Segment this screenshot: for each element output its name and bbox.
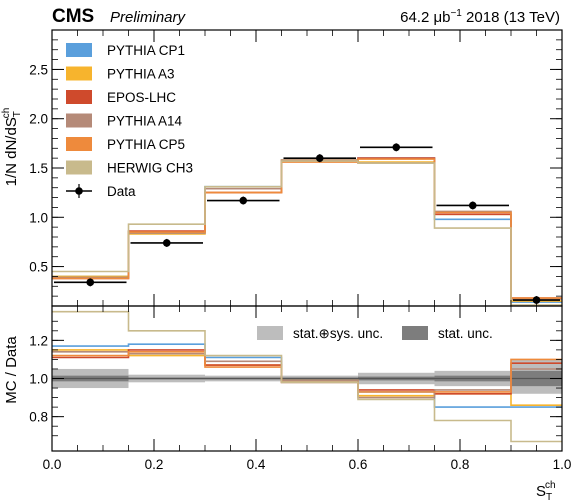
- xlabel: STch: [536, 480, 556, 503]
- ratio-legend: stat.⊕sys. unc. stat. unc.: [257, 326, 493, 341]
- data-point: [162, 239, 171, 247]
- lumi-rest: 2018 (13 TeV): [462, 9, 560, 26]
- legend-label-pythia-cp5: PYTHIA CP5: [107, 137, 185, 152]
- main-ytick-label: 0.5: [29, 260, 48, 275]
- legend-label-stat: stat. unc.: [438, 326, 493, 341]
- legend-swatch-stat-sys: [257, 326, 283, 340]
- xlabel-sub: T: [546, 492, 552, 503]
- legend-label-herwig-ch3: HERWIG CH3: [107, 161, 193, 176]
- ratio-ylabel: MC / Data: [3, 336, 20, 404]
- lumi-exponent: −1: [450, 8, 462, 19]
- xtick-label: 0.4: [247, 457, 266, 472]
- legend-swatch-pythia-a14: [66, 113, 92, 128]
- lumi-value: 64.2 μb: [400, 9, 450, 26]
- data-point: [315, 154, 324, 162]
- legend-swatch-epos-lhc: [66, 90, 92, 104]
- legend-label-epos-lhc: EPOS-LHC: [107, 90, 176, 105]
- ratio-ytick-label: 0.8: [29, 410, 48, 425]
- main-ylabel-sub: T: [12, 111, 23, 117]
- data-point: [392, 143, 401, 152]
- legend-swatch-pythia-cp5: [66, 137, 92, 151]
- main-ytick-label: 1.0: [29, 210, 48, 225]
- legend-label-pythia-a14: PYTHIA A14: [107, 114, 183, 129]
- legend-swatch-herwig-ch3: [66, 160, 92, 175]
- xlabel-text: S: [536, 483, 546, 500]
- main-ytick-label: 2.0: [29, 112, 48, 127]
- main-ytick-label: 2.5: [29, 62, 48, 77]
- xtick-label: 1.0: [553, 457, 572, 472]
- ratio-line-herwig-ch3: [52, 310, 562, 443]
- xtick-label: 0.8: [451, 457, 470, 472]
- xtick-label: 0.0: [43, 457, 62, 472]
- ratio-ytick-label: 1.0: [29, 372, 48, 387]
- ratio-ytick-label: 1.2: [29, 333, 48, 348]
- preliminary-label: Preliminary: [110, 9, 187, 26]
- main-line-herwig-ch3: [52, 160, 562, 306]
- xtick-label: 0.2: [145, 457, 164, 472]
- legend-label-pythia-cp1: PYTHIA CP1: [107, 43, 185, 58]
- data-point: [468, 201, 477, 210]
- main-ylabel-sup: ch: [1, 108, 12, 119]
- main-ylabel-text: 1/N dN/dS: [3, 117, 20, 186]
- legend-label-data: Data: [107, 184, 136, 199]
- legend-label-pythia-a3: PYTHIA A3: [107, 67, 175, 82]
- lumi-label: 64.2 μb−1 2018 (13 TeV): [400, 8, 560, 26]
- main-ytick-label: 1.5: [29, 161, 48, 176]
- ratio-line-pythia-a14: [52, 351, 562, 399]
- legend-swatch-pythia-a3: [66, 66, 92, 81]
- legend: PYTHIA CP1 PYTHIA A3 EPOS-LHC PYTHIA A14 PYT…: [66, 43, 193, 199]
- main-ylabel: 1/N dN/dSTch: [1, 108, 23, 187]
- cms-label: CMS: [52, 6, 94, 27]
- legend-swatch-stat: [402, 326, 428, 340]
- legend-marker-data: [75, 187, 83, 195]
- main-panel: 0.5 1.0 1.5 2.0 2.5: [29, 29, 563, 307]
- legend-swatch-pythia-cp1: [66, 43, 92, 57]
- data-point: [86, 278, 95, 287]
- ratio-panel: 0.8 1.0 1.2 0.0 0.2 0.4 0.6 0.8 1.0: [29, 30, 571, 472]
- legend-label-stat-sys: stat.⊕sys. unc.: [293, 326, 383, 341]
- xtick-label: 0.6: [349, 457, 368, 472]
- xlabel-sup: ch: [545, 480, 556, 491]
- data-point: [239, 196, 248, 205]
